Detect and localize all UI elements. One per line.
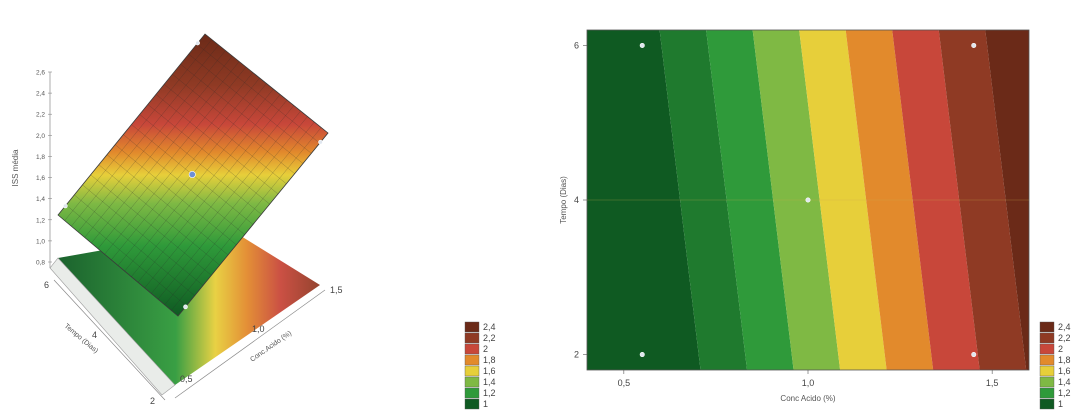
legend-swatch: [464, 365, 480, 377]
legend-label: 2,2: [483, 333, 496, 343]
legend-label: 1,6: [1058, 366, 1071, 376]
mesh-line: [171, 127, 322, 311]
design-point: [183, 304, 188, 310]
z-tick-label: 2,2: [36, 112, 45, 119]
design-point: [971, 42, 977, 48]
legend-swatch: [464, 343, 480, 355]
legend-swatch: [464, 354, 480, 366]
legend-label: 2,2: [1058, 333, 1071, 343]
legend-swatch: [464, 376, 480, 388]
x-tick-1-5: 1,5: [330, 285, 343, 295]
z-tick-label: 1,8: [36, 154, 45, 161]
mesh-line: [196, 43, 320, 144]
legend-swatch: [1039, 321, 1055, 333]
design-point: [188, 171, 196, 179]
z-tick-label: 2,6: [36, 70, 45, 77]
y-tick-4: 4: [92, 330, 97, 340]
y-tick-6: 6: [44, 280, 49, 290]
legend-label: 1,4: [1058, 377, 1071, 387]
design-point: [639, 352, 645, 358]
y-axis-line: [53, 279, 166, 401]
legend-swatch: [1039, 354, 1055, 366]
z-tick-label: 1,4: [36, 196, 45, 203]
mesh-line: [188, 53, 312, 154]
legend-label: 2: [1058, 344, 1063, 354]
mesh-line: [164, 121, 315, 305]
design-point: [805, 197, 811, 203]
legend-label: 1: [483, 399, 488, 409]
contour-design-points: [639, 42, 977, 358]
legend-swatch: [464, 387, 480, 399]
legend-swatch: [1039, 365, 1055, 377]
legend-label: 2: [483, 344, 488, 354]
z-tick-label: 2,0: [36, 133, 45, 140]
z-tick-label: 2,4: [36, 91, 45, 98]
x-axis-line: [174, 289, 326, 399]
z-axis-label: ISS média: [11, 149, 20, 186]
contour-x-ticks: 0,5 1,0 1,5: [618, 370, 999, 388]
design-point: [971, 352, 977, 358]
z-tick-label: 1,2: [36, 217, 45, 224]
design-point: [195, 40, 200, 46]
contour-y-ticks: 2 4 6: [574, 40, 587, 360]
legend-swatch: [1039, 376, 1055, 388]
legend-label: 1,2: [1058, 388, 1071, 398]
legend-label: 1: [1058, 399, 1063, 409]
legend-swatch: [1039, 387, 1055, 399]
contour-plot: 0,5 1,0 1,5 2 4 6 Conc Acido (%) Tempo (Dias…: [559, 29, 1030, 403]
x-tick-1-0: 1,0: [252, 324, 265, 334]
legend-swatch: [464, 321, 480, 333]
response-surface-plot: 0,8 1,0 1,2 1,4 1,6 1,8 2,0 2,2 2,4 2,6 ISS média…: [11, 33, 343, 406]
z-tick-label: 0,8: [36, 260, 45, 267]
design-point: [639, 42, 645, 48]
legend-label: 2,4: [1058, 322, 1071, 332]
z-tick-label: 1,6: [36, 175, 45, 182]
mesh-line: [157, 116, 308, 300]
contour-legend: 2,42,221,81,61,41,21: [1039, 321, 1071, 410]
x-tick-label: 1,0: [802, 378, 815, 388]
x-tick-label: 1,5: [986, 378, 999, 388]
legend-swatch: [1039, 343, 1055, 355]
surface-design-points: [63, 40, 323, 310]
legend-swatch: [1039, 332, 1055, 344]
x-tick-label: 0,5: [618, 378, 631, 388]
design-point: [63, 203, 68, 209]
y-tick-label: 6: [574, 40, 579, 50]
x-tick-0-5: 0,5: [180, 374, 193, 384]
y-tick-label: 2: [574, 350, 579, 360]
x-axis-label: Conc.Acido (%): [249, 330, 293, 364]
surface-floor-edge: [49, 257, 176, 396]
z-axis-ticks: 0,8 1,0 1,2 1,4 1,6 1,8 2,0 2,2 2,4 2,6: [36, 70, 52, 267]
legend-label: 1,4: [483, 377, 496, 387]
z-tick-label: 1,0: [36, 238, 45, 245]
legend-label: 1,6: [483, 366, 496, 376]
legend-label: 2,4: [483, 322, 496, 332]
legend-swatch: [1039, 398, 1055, 410]
legend-swatch: [464, 332, 480, 344]
y-tick-label: 4: [574, 195, 579, 205]
contour-y-label: Tempo (Dias): [559, 176, 568, 224]
surface-legend: 2,42,221,81,61,41,21: [464, 321, 496, 410]
legend-label: 1,2: [483, 388, 496, 398]
legend-swatch: [464, 398, 480, 410]
surface-mesh: [64, 39, 322, 311]
y-tick-2: 2: [150, 396, 155, 406]
legend-label: 1,8: [483, 355, 496, 365]
design-point: [318, 139, 323, 145]
contour-x-label: Conc Acido (%): [780, 394, 835, 403]
legend-label: 1,8: [1058, 355, 1071, 365]
